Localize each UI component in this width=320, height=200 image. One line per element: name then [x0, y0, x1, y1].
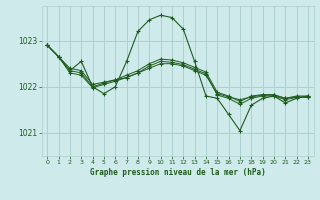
X-axis label: Graphe pression niveau de la mer (hPa): Graphe pression niveau de la mer (hPa): [90, 168, 266, 177]
